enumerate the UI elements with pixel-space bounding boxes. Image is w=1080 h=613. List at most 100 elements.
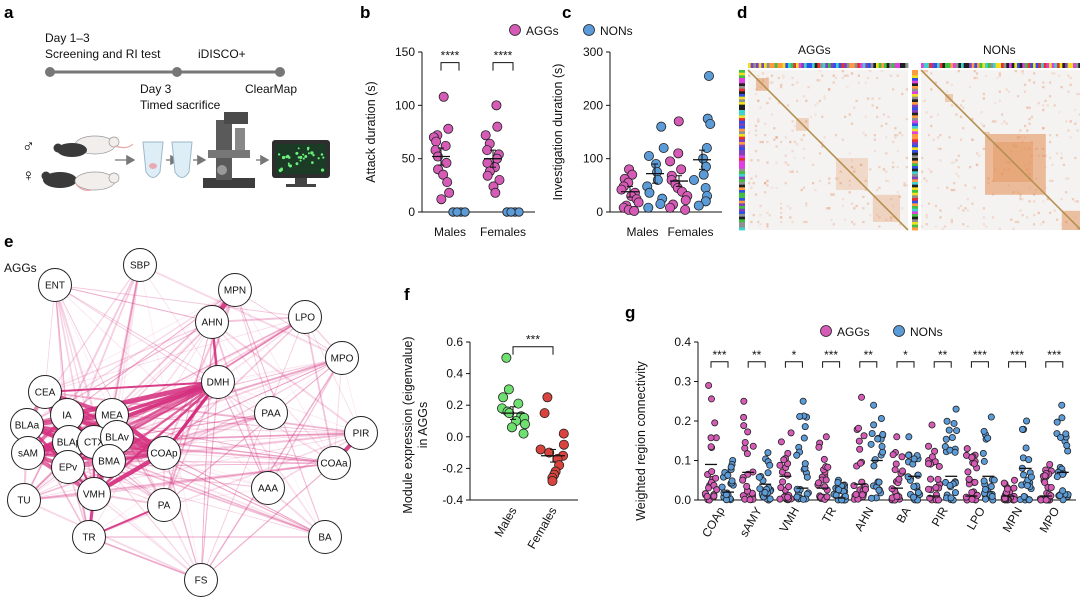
panel-c-nons-point	[703, 71, 714, 82]
panel-g-aggs-point	[856, 445, 864, 453]
matrix-cell	[770, 81, 774, 84]
panel-g-nons-point	[1059, 487, 1067, 495]
panel-g-aggs-point	[892, 460, 900, 468]
panel-g-nons-point	[1058, 401, 1066, 409]
matrix-left-strip-cell	[739, 86, 745, 90]
matrix-cell	[959, 104, 963, 107]
panel-g-aggs-point	[711, 419, 719, 427]
matrix-top-strip-cell	[817, 63, 821, 68]
panel-g-nons-point	[1019, 471, 1027, 479]
matrix-cell	[1060, 86, 1063, 89]
matrix-left-strip-cell	[912, 163, 918, 167]
network-node-circle	[92, 444, 126, 478]
matrix-left-strip-cell	[739, 118, 745, 122]
panel-c-aggs-point	[665, 156, 676, 167]
matrix-cell	[998, 74, 1001, 77]
matrix-top-strip-cell	[1035, 63, 1039, 68]
panel-g-aggs-point	[777, 484, 785, 492]
matrix-cell	[991, 216, 995, 219]
matrix-cell	[759, 140, 762, 144]
matrix-cell	[748, 131, 751, 134]
panel-g-aggs-point	[740, 422, 748, 430]
panel-g-significance-bracket	[896, 361, 915, 368]
matrix-cell	[848, 152, 851, 155]
matrix-cell	[761, 140, 764, 144]
matrix-left-strip-cell	[912, 190, 918, 194]
matrix-cell	[759, 204, 762, 208]
panel-f-significance-label: ***	[526, 333, 540, 347]
panel-c-nons-point	[644, 187, 655, 198]
matrix-cell	[848, 191, 851, 194]
network-node-circle	[38, 268, 72, 302]
matrix-cell	[921, 170, 924, 173]
matrix-cell	[830, 218, 833, 221]
matrix-top-strip-cell	[774, 63, 778, 68]
matrix-left-strip-cell	[739, 88, 745, 92]
matrix-top-strip-cell	[809, 63, 813, 68]
matrix-cell	[828, 177, 831, 180]
matrix-cell	[923, 99, 926, 102]
matrix-cell	[777, 76, 780, 80]
matrix-top-strip-cell	[828, 63, 832, 68]
panel-g-aggs-point	[710, 492, 718, 500]
matrix-cell	[889, 216, 892, 219]
matrix-cell	[885, 170, 888, 173]
matrix-cell	[905, 88, 908, 91]
panel-g-aggs-point	[823, 493, 831, 501]
panel-g-aggs-point	[777, 438, 785, 446]
panel-g-nons-point	[979, 449, 987, 457]
matrix-top-strip-cell	[865, 63, 869, 68]
panel-g-significance-label: *	[792, 348, 797, 362]
panel-g-significance-bracket	[970, 361, 989, 368]
matrix-cell	[1049, 134, 1052, 137]
matrix-cell	[930, 170, 933, 173]
matrix-top-strip-cell	[884, 63, 888, 68]
timeline-dot	[172, 67, 182, 77]
matrix-cell	[1071, 198, 1075, 201]
panel-g-nons-point	[910, 493, 918, 501]
matrix-cell	[825, 207, 828, 210]
matrix-cell	[805, 220, 808, 224]
matrix-cell	[1074, 156, 1077, 160]
matrix-cell	[953, 188, 956, 192]
panel-g-significance-bracket	[1008, 361, 1027, 368]
panel-g-nons-point	[946, 481, 954, 489]
matrix-cell	[950, 188, 953, 192]
network-node: sAM	[11, 436, 45, 470]
panel-g-nons-point	[951, 448, 959, 456]
matrix-top-strip-cell	[1049, 63, 1053, 68]
matrix-cell	[898, 195, 902, 198]
matrix-top-strip-cell	[790, 63, 794, 68]
matrix-cell	[957, 207, 960, 210]
panel-b-aggs-point	[482, 170, 493, 181]
matrix-top-strip-cell	[812, 63, 816, 68]
panel-g-nons-point	[1053, 418, 1061, 426]
legend-bc: AGGs NONs	[509, 24, 633, 38]
matrix-top-strip-cell	[942, 63, 946, 68]
matrix-left-strip-cell	[739, 70, 745, 74]
matrix-cell	[773, 138, 776, 141]
panel-g-aggs-point	[703, 492, 711, 500]
matrix-cell	[946, 186, 949, 189]
matrix-left-strip-cell	[739, 208, 745, 212]
panel-c-category-label: Females	[667, 225, 713, 239]
matrix-cell	[925, 179, 928, 182]
matrix-left-strip-cell	[739, 219, 745, 223]
panel-c-nons-point	[656, 121, 667, 132]
panel-g-nons-point	[834, 479, 842, 487]
matrix-cell	[930, 115, 933, 118]
matrix-top-strip-cell	[1006, 63, 1010, 68]
matrix-cell	[930, 124, 933, 128]
panel-g-nons-point	[1053, 473, 1061, 481]
matrix-cell	[791, 220, 794, 224]
matrix-cell	[841, 76, 844, 80]
matrix-left-strip-cell	[912, 123, 918, 127]
matrix-cell	[955, 159, 958, 162]
matrix-cell	[896, 150, 899, 153]
matrix-cell	[939, 147, 942, 150]
panel-f-point	[558, 428, 569, 439]
network-edge	[54, 284, 269, 489]
matrix-left-strip-cell	[739, 203, 745, 207]
matrix-cell	[850, 220, 854, 224]
panel-g-nons-point	[941, 443, 949, 451]
